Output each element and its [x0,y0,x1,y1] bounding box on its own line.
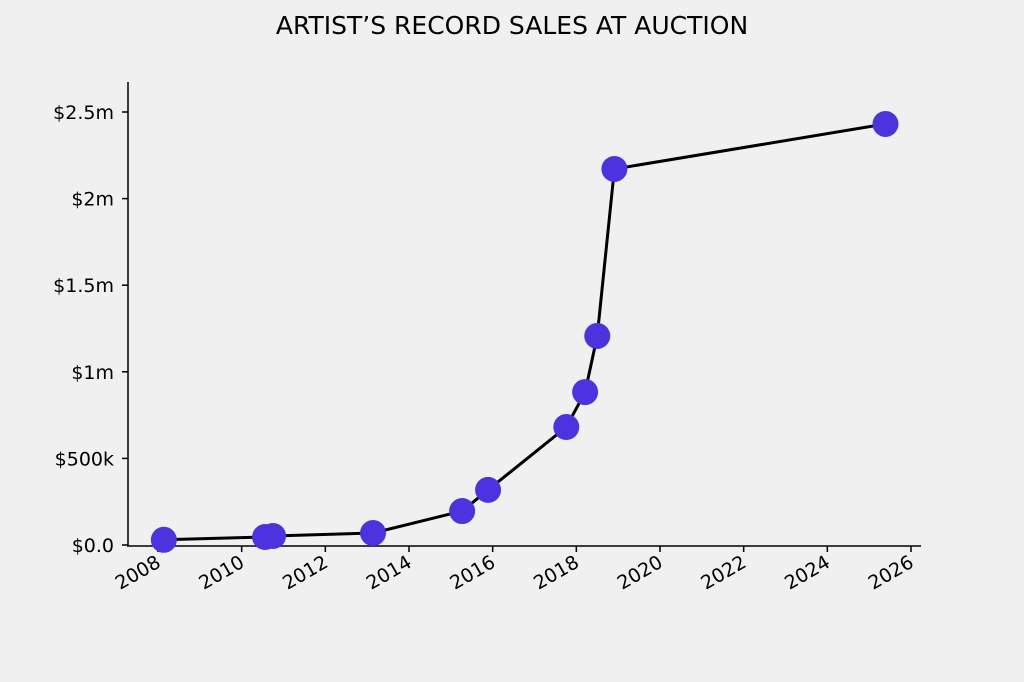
data-point [360,520,387,547]
x-tick-label: 2008 [112,551,165,594]
chart-title: ARTIST’S RECORD SALES AT AUCTION [276,11,748,40]
y-tick-label: $1m [71,362,114,384]
x-tick-label: 2018 [530,551,583,594]
data-point [150,526,177,553]
data-point [260,522,287,549]
data-point [572,379,599,406]
x-tick-label: 2020 [614,551,667,594]
x-tick-label: 2016 [446,551,499,594]
x-tick-label: 2026 [865,551,918,594]
data-point [584,322,611,349]
y-tick-label: $2.5m [53,102,114,124]
data-point [449,498,476,525]
y-tick-label: $2m [71,189,114,211]
x-tick-label: 2010 [195,551,248,594]
data-point [601,155,628,182]
y-tick-label: $0.0 [72,535,114,557]
x-tick-label: 2022 [697,551,750,594]
y-tick-label: $1.5m [53,275,114,297]
data-point [872,110,899,137]
y-tick-label: $500k [55,448,114,470]
x-tick-label: 2014 [363,551,416,594]
data-point [553,414,580,441]
x-tick-label: 2012 [279,551,332,594]
x-tick-label: 2024 [781,551,834,594]
series-line [163,122,886,542]
data-point [475,476,502,503]
